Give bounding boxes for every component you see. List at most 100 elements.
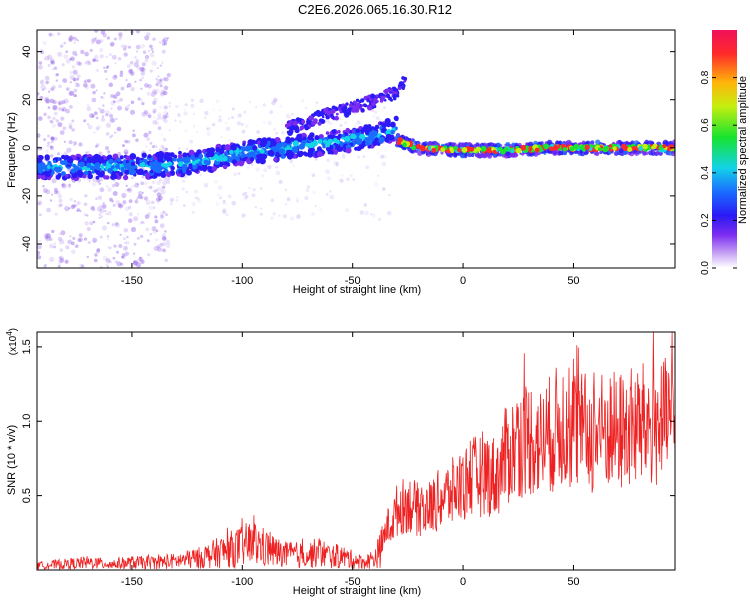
spectrogram-point (61, 161, 65, 165)
spectrogram-point (345, 147, 352, 154)
spectrogram-point (218, 148, 225, 155)
spectrogram-noise-point (95, 89, 98, 92)
spectrogram-noise-point (72, 50, 77, 56)
spectrogram-noise-point (259, 187, 263, 190)
spectrogram-noise-point (52, 104, 58, 110)
spectrogram-noise-point (145, 200, 151, 206)
snr-x-label: Height of straight line (km) (293, 585, 421, 597)
spectrogram-noise-point (111, 200, 114, 203)
spectrogram-noise-point (206, 126, 211, 132)
spectrogram-noise-point (100, 95, 103, 99)
spectrogram-noise-point (86, 226, 91, 232)
spectrogram-point (384, 118, 391, 125)
spectrogram-point (373, 97, 378, 102)
spectrogram-noise-point (66, 87, 70, 91)
spectrogram-noise-point (130, 176, 134, 180)
spectrogram-noise-point (190, 103, 195, 108)
snr-x-tick-label: -100 (231, 576, 253, 588)
spectrogram-noise-point (152, 37, 156, 41)
spectrogram-noise-point (286, 197, 291, 201)
spectrogram-noise-point (220, 136, 223, 139)
spectrogram-noise-point (47, 141, 51, 145)
spectrogram-noise-point (63, 98, 69, 104)
spectrogram-point (203, 159, 209, 165)
spectrogram-noise-point (42, 41, 47, 45)
spectrogram-noise-point (137, 213, 140, 216)
spectrogram-noise-point (231, 200, 236, 206)
spectrogram-point (355, 98, 360, 103)
spectrogram-noise-point (189, 139, 194, 144)
spectrogram-noise-point (94, 37, 97, 40)
spectrogram-point (359, 133, 366, 140)
spectrogram-point (374, 137, 379, 142)
spectrogram-point (345, 102, 349, 106)
spectrogram-noise-point (57, 32, 61, 36)
spectrogram-noise-point (272, 98, 277, 103)
spectrogram-noise-point (289, 159, 294, 164)
spectrogram-noise-point (106, 235, 110, 238)
spectrogram-noise-point (62, 126, 67, 131)
spectrogram-noise-point (113, 74, 118, 79)
spectrogram-noise-point (212, 108, 215, 111)
spectrogram-noise-point (76, 74, 81, 79)
spectrogram-noise-point (140, 43, 146, 49)
spectrogram-point (170, 166, 175, 171)
spectrogram-noise-point (40, 84, 46, 90)
spectrogram-noise-point (118, 203, 123, 209)
spectrogram-noise-point (44, 235, 49, 240)
spectrogram-point (249, 157, 255, 162)
spectrogram-noise-point (63, 54, 69, 59)
spectrogram-noise-point (199, 173, 202, 177)
spectrogram-noise-point (93, 240, 96, 243)
spectrogram-point (237, 153, 242, 158)
spectrogram-noise-point (98, 213, 102, 217)
spectrogram-point (672, 139, 675, 145)
spectrogram-noise-point (71, 128, 75, 132)
spectrogram-point (158, 165, 163, 171)
spectrogram-noise-point (116, 126, 122, 132)
spectrogram-noise-point (204, 110, 209, 116)
spectrogram-noise-point (184, 103, 188, 107)
spectrogram-point (627, 147, 633, 152)
spectrogram-noise-point (136, 196, 140, 199)
spectrogram-point (543, 143, 550, 150)
spectrogram-point (141, 152, 147, 158)
spectrogram-noise-point (339, 178, 344, 183)
spectrogram-noise-point (76, 209, 79, 212)
spectrogram-noise-point (151, 200, 155, 205)
spectrogram-point (286, 130, 291, 134)
spectrogram-noise-point (57, 236, 63, 242)
spectrogram-noise-point (114, 260, 118, 264)
spectrogram-noise-point (153, 189, 157, 193)
spectrogram-point (108, 158, 114, 165)
spectrogram-noise-point (48, 32, 53, 37)
spectrogram-noise-point (70, 204, 76, 209)
spectrogram-noise-point (127, 188, 131, 192)
spectrogram-noise-point (114, 131, 117, 134)
spectrogram-noise-point (99, 54, 104, 59)
spectrogram-point (182, 152, 188, 158)
spectrogram-noise-point (43, 233, 49, 239)
spectrogram-point (327, 138, 334, 144)
spectrogram-point (330, 108, 336, 114)
spectrogram-noise-point (65, 50, 69, 54)
spectrogram-noise-point (93, 111, 98, 116)
spectrogram-noise-point (126, 82, 132, 88)
spectrogram-point (315, 109, 321, 115)
spectrogram-noise-point (163, 37, 169, 43)
spectrogram-noise-point (61, 183, 65, 187)
spectrogram-noise-point (344, 121, 347, 124)
spectrogram-noise-point (168, 101, 172, 105)
spectrogram-point (341, 133, 345, 138)
spectrogram-noise-point (44, 96, 49, 102)
spectrogram-noise-point (104, 69, 108, 73)
spectrogram-noise-point (305, 188, 310, 193)
spectrogram-noise-point (217, 185, 223, 190)
spectrogram-noise-point (227, 138, 232, 143)
spectrogram-noise-point (144, 58, 149, 63)
spectrogram-noise-point (91, 181, 97, 187)
spectrogram-point (170, 171, 176, 177)
spectrogram-noise-point (120, 44, 125, 49)
spectrogram-point (95, 175, 100, 180)
spectrogram-point (224, 144, 231, 151)
